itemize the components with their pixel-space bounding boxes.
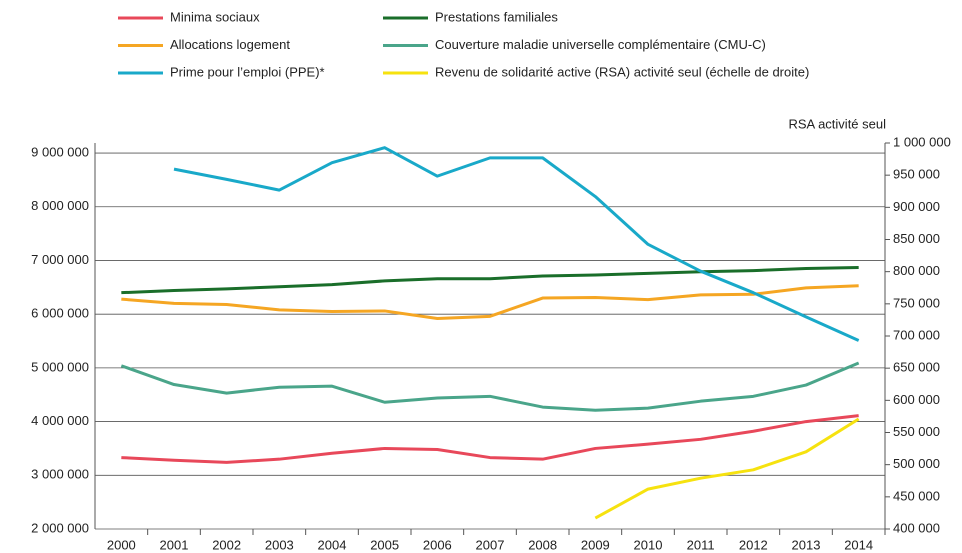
legend-label: Revenu de solidarité active (RSA) activi… — [435, 64, 809, 79]
y2-tick-label: 1 000 000 — [893, 134, 951, 149]
x-tick-label: 2014 — [844, 537, 873, 552]
x-tick-label: 2000 — [107, 537, 136, 552]
legend-label: Prestations familiales — [435, 9, 558, 24]
legend-label: Prime pour l’emploi (PPE)* — [170, 64, 325, 79]
y2-tick-label: 800 000 — [893, 263, 940, 278]
legend-label: Couverture maladie universelle complémen… — [435, 37, 766, 52]
x-tick-label: 2004 — [318, 537, 347, 552]
y2-tick-label: 550 000 — [893, 424, 940, 439]
x-tick-label: 2013 — [792, 537, 821, 552]
x-tick-label: 2012 — [739, 537, 768, 552]
x-tick-label: 2006 — [423, 537, 452, 552]
y-tick-label: 2 000 000 — [31, 520, 89, 535]
x-tick-label: 2011 — [687, 537, 715, 552]
y2-tick-label: 400 000 — [893, 520, 940, 535]
legend-label: Minima sociaux — [170, 9, 260, 24]
series-line — [121, 265, 859, 295]
series-line — [120, 361, 860, 412]
x-tick-label: 2010 — [634, 537, 663, 552]
y2-tick-label: 650 000 — [893, 360, 940, 375]
y-tick-label: 7 000 000 — [31, 252, 89, 267]
y2-tick-label: 700 000 — [893, 327, 940, 342]
y2-tick-label: 950 000 — [893, 167, 940, 182]
y2-tick-label: 750 000 — [893, 295, 940, 310]
legend-label: Allocations logement — [170, 37, 290, 52]
x-tick-label: 2009 — [581, 537, 610, 552]
x-tick-label: 2008 — [528, 537, 557, 552]
y-tick-label: 6 000 000 — [31, 306, 89, 321]
y2-tick-label: 450 000 — [893, 488, 940, 503]
y2-tick-label: 500 000 — [893, 456, 940, 471]
y2-tick-label: 900 000 — [893, 199, 940, 214]
series-line — [121, 284, 859, 320]
y-tick-label: 9 000 000 — [31, 144, 89, 159]
series-line — [121, 414, 859, 464]
y-tick-label: 3 000 000 — [31, 467, 89, 482]
y-tick-label: 8 000 000 — [31, 198, 89, 213]
series-line — [173, 146, 860, 342]
y2-axis-label: RSA activité seul — [788, 116, 886, 131]
series-line — [594, 417, 860, 520]
x-tick-label: 2007 — [476, 537, 505, 552]
y2-tick-label: 850 000 — [893, 231, 940, 246]
x-tick-label: 2001 — [160, 537, 189, 552]
x-tick-label: 2002 — [212, 537, 241, 552]
y-tick-label: 4 000 000 — [31, 413, 89, 428]
x-tick-label: 2005 — [370, 537, 399, 552]
y-tick-label: 5 000 000 — [31, 359, 89, 374]
y2-tick-label: 600 000 — [893, 392, 940, 407]
x-tick-label: 2003 — [265, 537, 294, 552]
